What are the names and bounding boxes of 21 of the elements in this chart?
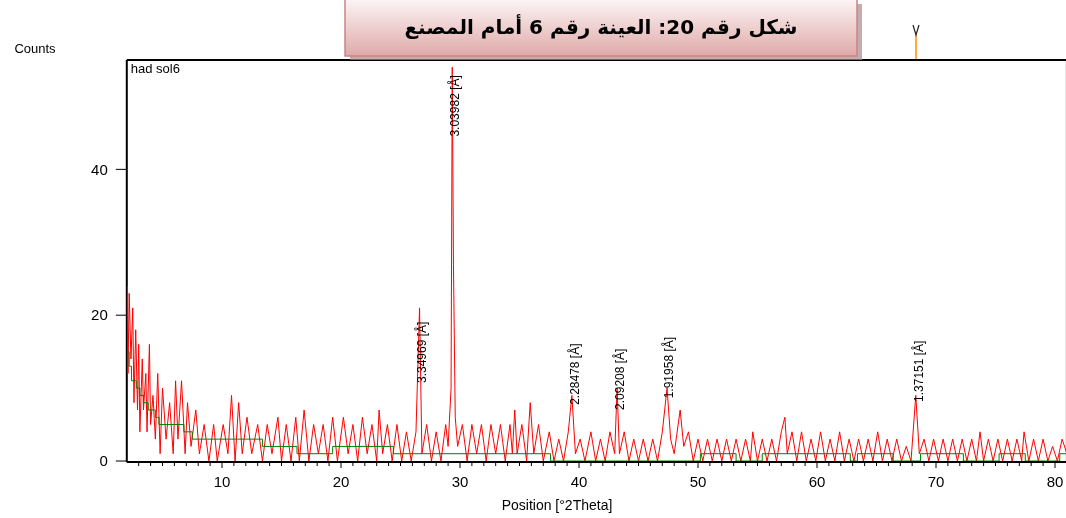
chart-title: شكل رقم 20: العينة رقم 6 أمام المصنع xyxy=(404,13,798,39)
x-axis-title: Position [°2Theta] xyxy=(501,496,613,513)
y-tick-label: 0 xyxy=(99,452,108,470)
annotation: had sol6 xyxy=(130,61,180,76)
annotation: 3.34969 [Å] xyxy=(414,321,430,383)
x-tick-label: 80 xyxy=(1046,473,1064,491)
y-tick-label: 20 xyxy=(91,306,108,324)
x-tick-label: 20 xyxy=(332,473,350,491)
x-tick-label: 40 xyxy=(570,473,588,491)
annotation: 3.03982 [Å] xyxy=(447,75,463,137)
annotation: 2.09208 [Å] xyxy=(612,348,628,410)
x-tick-label: 60 xyxy=(808,473,826,491)
x-tick-label: 30 xyxy=(451,473,469,491)
x-tick-label: 70 xyxy=(927,473,945,491)
annotation: 1.37151 [Å] xyxy=(911,340,927,402)
annotation: 1.91958 [Å] xyxy=(661,336,677,399)
y-axis-title: Counts xyxy=(14,40,57,56)
x-tick-label: 50 xyxy=(689,473,707,491)
annotation: 2.28478 [Å] xyxy=(566,343,582,405)
y-tick-label: 40 xyxy=(91,160,108,178)
x-tick-label: 10 xyxy=(213,473,231,491)
